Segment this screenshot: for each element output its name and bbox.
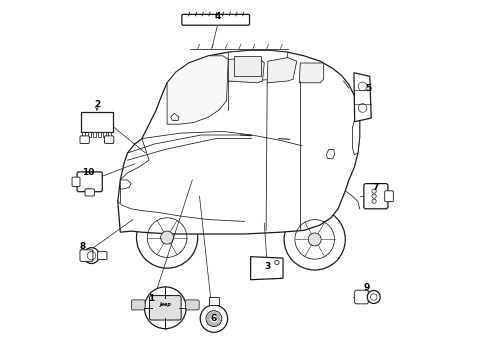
Circle shape — [371, 199, 375, 203]
Polygon shape — [250, 257, 283, 280]
FancyBboxPatch shape — [87, 132, 90, 137]
FancyBboxPatch shape — [77, 172, 102, 192]
Circle shape — [284, 209, 345, 270]
Circle shape — [205, 311, 222, 327]
Text: Jeep: Jeep — [159, 302, 171, 307]
Circle shape — [144, 287, 186, 329]
Polygon shape — [170, 113, 179, 121]
Polygon shape — [228, 50, 287, 81]
Polygon shape — [326, 149, 334, 158]
FancyBboxPatch shape — [354, 290, 367, 304]
Circle shape — [200, 305, 227, 332]
FancyBboxPatch shape — [384, 191, 392, 202]
Polygon shape — [118, 50, 359, 234]
Polygon shape — [352, 121, 359, 155]
FancyBboxPatch shape — [81, 112, 113, 132]
Circle shape — [371, 194, 375, 198]
Text: 3: 3 — [264, 262, 270, 271]
Text: 5: 5 — [365, 84, 371, 93]
Polygon shape — [299, 63, 323, 83]
Polygon shape — [208, 297, 219, 305]
FancyBboxPatch shape — [363, 184, 387, 209]
Polygon shape — [120, 180, 131, 189]
Circle shape — [160, 231, 173, 244]
Text: 2: 2 — [94, 100, 100, 109]
FancyBboxPatch shape — [182, 14, 249, 25]
Circle shape — [136, 207, 197, 268]
FancyBboxPatch shape — [149, 296, 181, 320]
Polygon shape — [353, 73, 370, 122]
FancyBboxPatch shape — [98, 252, 107, 260]
Text: 8: 8 — [79, 242, 85, 251]
Text: 7: 7 — [372, 183, 378, 192]
Polygon shape — [266, 58, 296, 83]
FancyBboxPatch shape — [104, 136, 114, 143]
FancyBboxPatch shape — [108, 132, 111, 137]
FancyBboxPatch shape — [185, 300, 199, 310]
Circle shape — [371, 189, 375, 193]
Text: 10: 10 — [81, 168, 94, 177]
FancyBboxPatch shape — [103, 132, 106, 137]
FancyBboxPatch shape — [80, 250, 93, 261]
Circle shape — [307, 233, 321, 246]
FancyBboxPatch shape — [131, 300, 145, 310]
Polygon shape — [233, 56, 260, 76]
FancyBboxPatch shape — [82, 132, 85, 137]
Polygon shape — [167, 56, 228, 124]
FancyBboxPatch shape — [85, 189, 94, 196]
FancyBboxPatch shape — [80, 136, 89, 143]
FancyBboxPatch shape — [98, 132, 101, 137]
Text: 9: 9 — [363, 284, 369, 292]
FancyBboxPatch shape — [93, 132, 96, 137]
Text: 4: 4 — [214, 12, 220, 21]
Text: 6: 6 — [210, 314, 217, 323]
Text: 1: 1 — [147, 294, 154, 303]
Circle shape — [366, 291, 380, 303]
FancyBboxPatch shape — [72, 177, 80, 186]
Circle shape — [83, 248, 99, 264]
Polygon shape — [228, 58, 264, 83]
